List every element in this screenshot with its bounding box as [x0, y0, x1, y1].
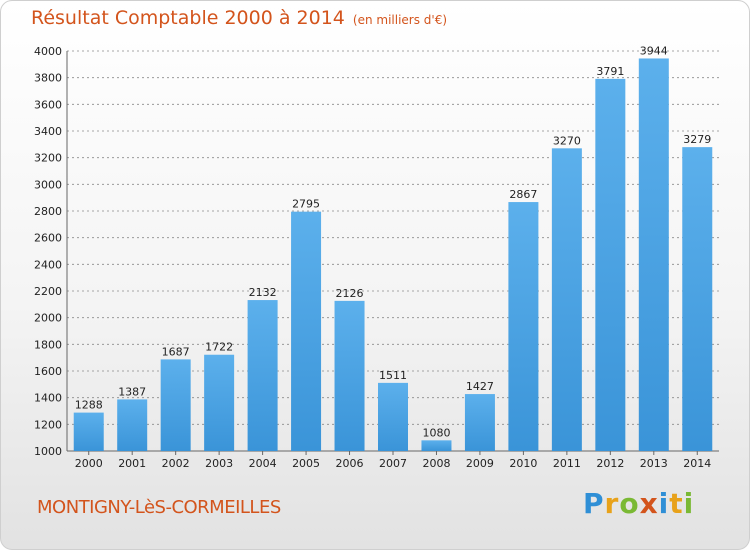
bar [247, 300, 278, 451]
x-tick-label: 2009 [466, 457, 494, 470]
logo-letter: i [658, 487, 670, 520]
x-tick-label: 2014 [683, 457, 711, 470]
logo-letter: o [619, 487, 640, 520]
y-tick-label: 1000 [34, 445, 62, 458]
y-tick-label: 3200 [34, 152, 62, 165]
bar-value-label: 1427 [466, 380, 494, 393]
bar [204, 354, 235, 451]
bar [378, 382, 408, 451]
bar [160, 359, 191, 451]
bar-value-label: 3270 [553, 134, 581, 147]
x-tick-label: 2004 [249, 457, 277, 470]
x-tick-label: 2008 [422, 457, 450, 470]
bar [334, 300, 365, 451]
chart-unit: (en milliers d'€) [352, 13, 448, 27]
logo-letter: i [683, 487, 695, 520]
y-tick-label: 1200 [34, 418, 62, 431]
x-tick-label: 2012 [596, 457, 624, 470]
bar [508, 202, 539, 451]
y-tick-label: 2400 [34, 258, 62, 271]
bar-value-label: 2795 [292, 198, 320, 211]
y-tick-label: 2000 [34, 312, 62, 325]
bar [117, 399, 148, 451]
x-tick-label: 2011 [553, 457, 581, 470]
y-tick-label: 3800 [34, 72, 62, 85]
x-tick-label: 2013 [640, 457, 668, 470]
bar-value-label: 1387 [118, 385, 146, 398]
y-tick-label: 3400 [34, 125, 62, 138]
logo-letter: P [583, 487, 605, 520]
y-tick-label: 2800 [34, 205, 62, 218]
x-tick-label: 2010 [509, 457, 537, 470]
y-tick-label: 4000 [34, 45, 62, 58]
bar [464, 394, 495, 451]
chart-title: Résultat Comptable 2000 à 2014 (en millie… [31, 7, 447, 29]
bar-value-label: 1687 [162, 345, 190, 358]
logo-letter: r [604, 487, 620, 520]
bar [421, 440, 452, 451]
y-tick-label: 1600 [34, 365, 62, 378]
bar-value-label: 1288 [75, 399, 103, 412]
bar [291, 211, 322, 451]
proxiti-logo: Proxiti [583, 487, 694, 520]
x-tick-label: 2001 [118, 457, 146, 470]
logo-letter: t [669, 487, 684, 520]
y-tick-label: 1400 [34, 392, 62, 405]
bar-value-label: 2126 [336, 287, 364, 300]
x-tick-label: 2005 [292, 457, 320, 470]
x-tick-label: 2007 [379, 457, 407, 470]
bar-value-label: 2867 [509, 188, 537, 201]
logo-letter: x [639, 487, 659, 520]
y-tick-label: 2200 [34, 285, 62, 298]
bar-value-label: 1511 [379, 369, 407, 382]
bar-value-label: 1722 [205, 341, 233, 354]
x-tick-label: 2003 [205, 457, 233, 470]
bar-value-label: 3791 [596, 65, 624, 78]
x-tick-label: 2006 [336, 457, 364, 470]
y-tick-label: 3600 [34, 98, 62, 111]
bar-value-label: 3944 [640, 44, 668, 57]
bar-value-label: 3279 [683, 133, 711, 146]
commune-name: MONTIGNY-LèS-CORMEILLES [37, 497, 281, 518]
bar-value-label: 1080 [422, 426, 450, 439]
bar [595, 78, 626, 451]
x-tick-label: 2000 [75, 457, 103, 470]
bar [682, 147, 713, 451]
chart-title-text: Résultat Comptable 2000 à 2014 [31, 7, 345, 29]
bar [551, 148, 582, 452]
y-tick-label: 1800 [34, 338, 62, 351]
y-tick-label: 2600 [34, 232, 62, 245]
y-tick-label: 3000 [34, 178, 62, 191]
x-tick-label: 2002 [162, 457, 190, 470]
bar [73, 412, 104, 451]
bar [638, 58, 669, 451]
bar-value-label: 2132 [249, 286, 277, 299]
